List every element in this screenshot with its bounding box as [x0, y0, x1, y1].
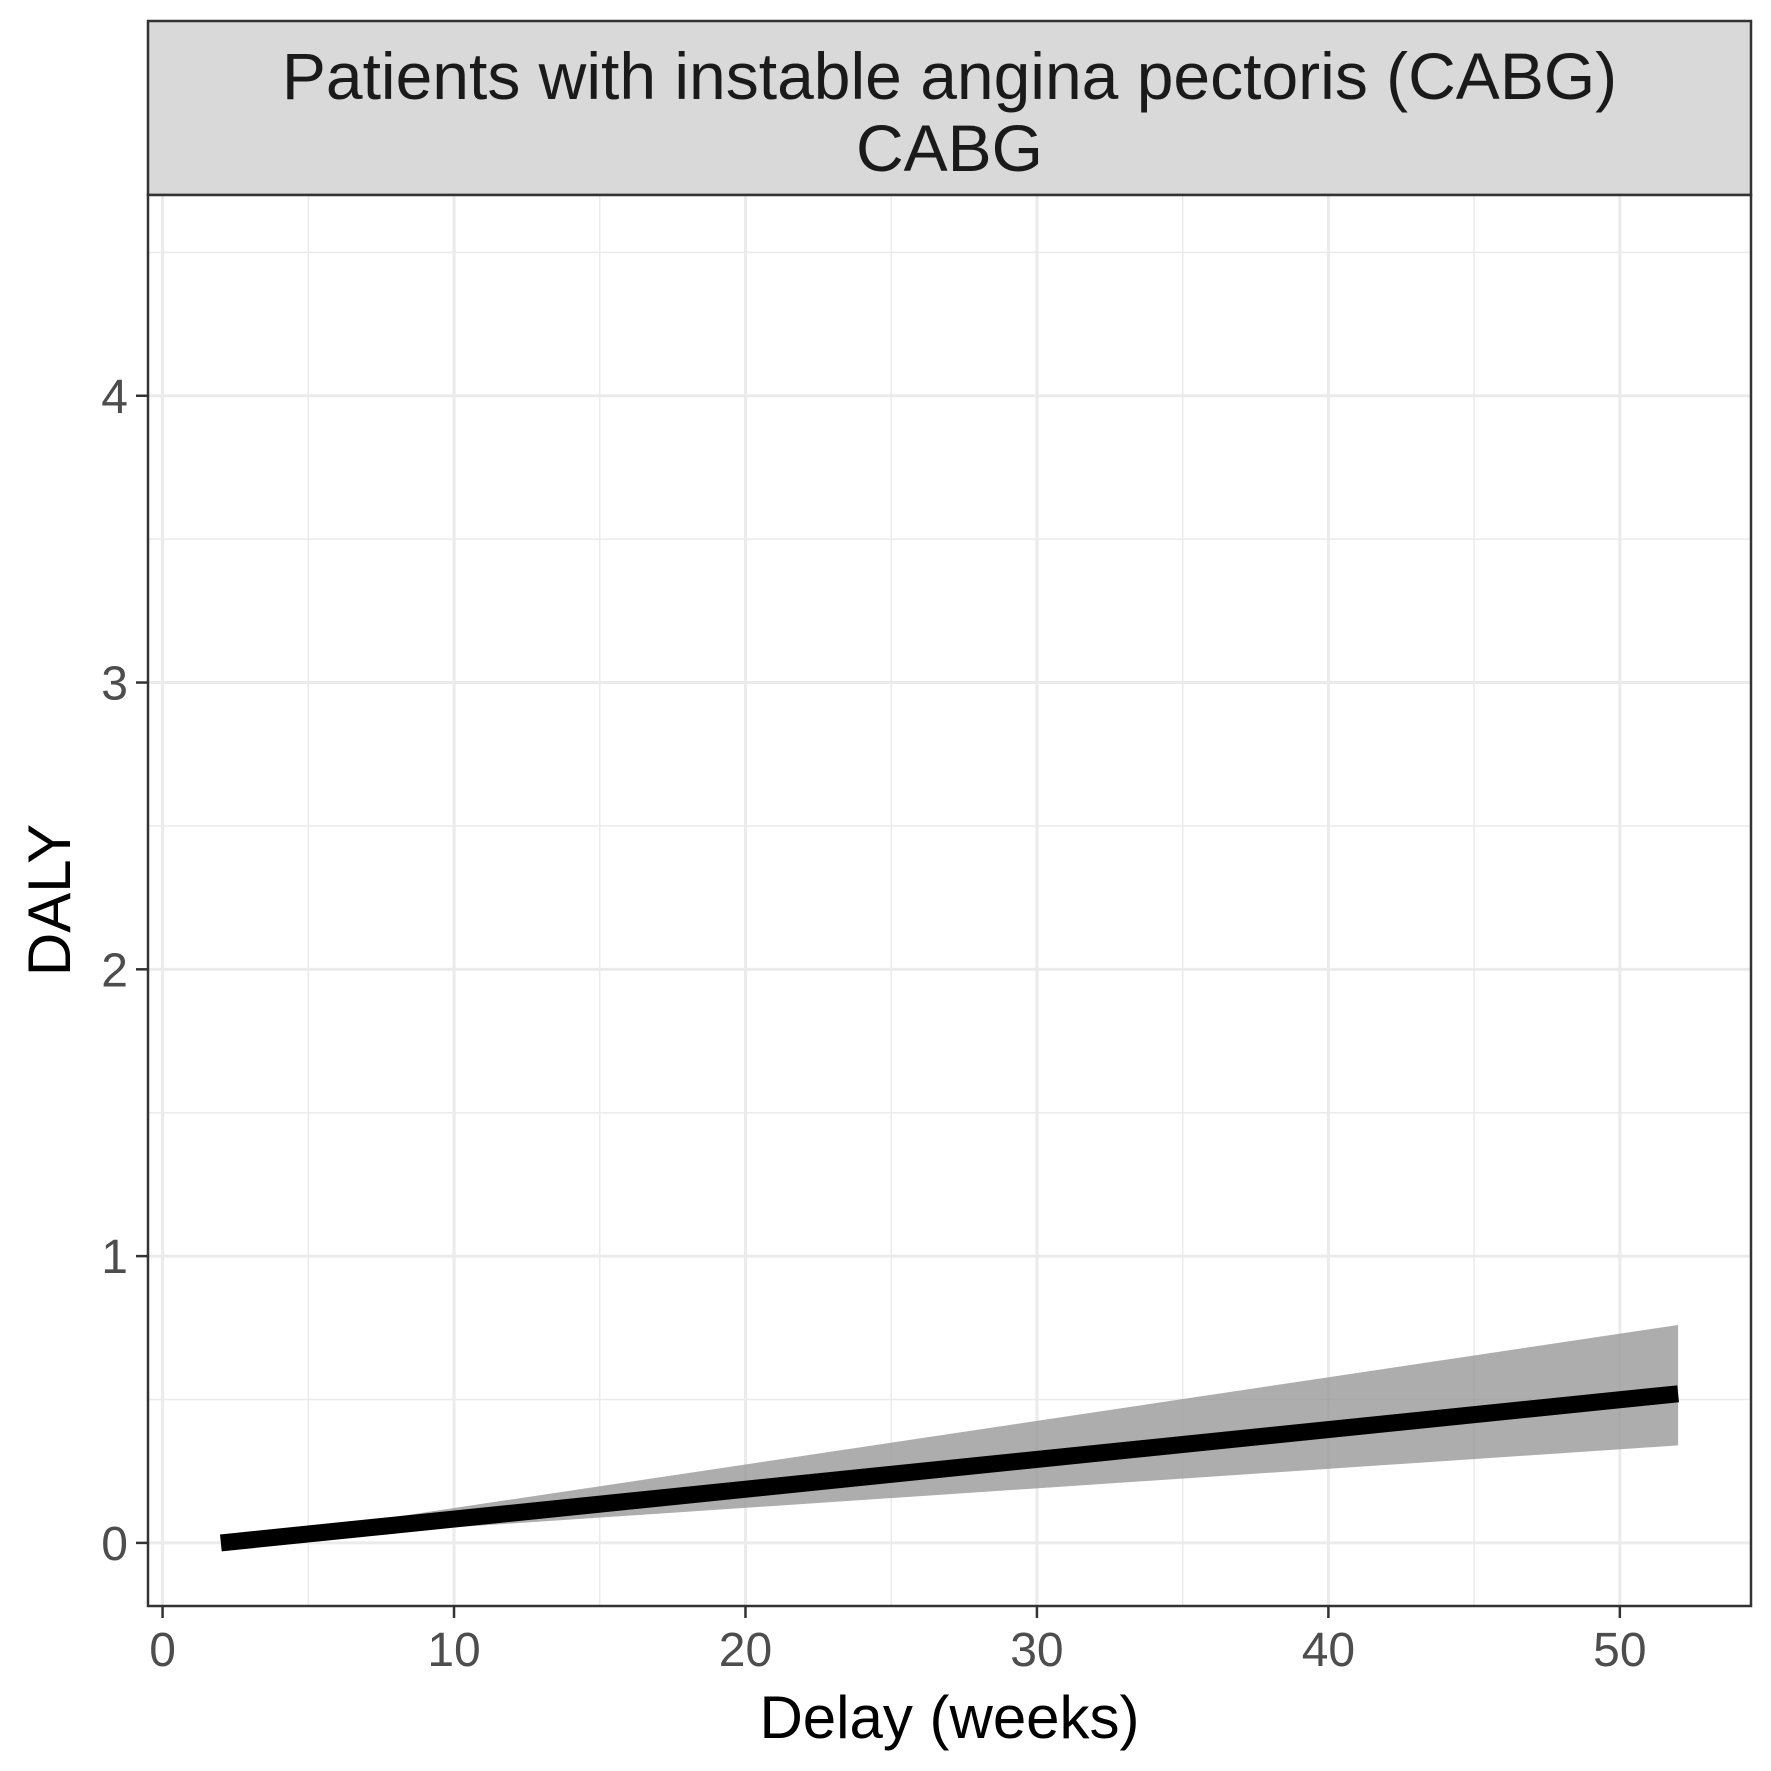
x-axis-title: Delay (weeks): [759, 1684, 1139, 1751]
confidence-ribbon: [220, 1324, 1679, 1543]
y-tick-label: 4: [101, 371, 128, 424]
facet-subtitle: CABG: [856, 111, 1043, 185]
y-tick-label: 2: [101, 944, 128, 997]
facet-strip-background: [146, 19, 1753, 197]
y-axis-title: DALY: [16, 824, 83, 976]
series-line: [219, 1385, 1680, 1552]
x-tick-label: 10: [427, 1624, 480, 1677]
y-tick-label: 1: [101, 1231, 128, 1284]
y-tick-label: 0: [101, 1518, 128, 1571]
data-marks: [219, 1324, 1680, 1552]
x-tick-label: 50: [1593, 1624, 1646, 1677]
facet-title: Patients with instable angina pectoris (…: [282, 39, 1617, 113]
y-axis: 0 1 2 3 4: [101, 371, 148, 1571]
x-tick-label: 0: [149, 1624, 176, 1677]
x-axis: 0 10 20 30 40 50: [149, 1606, 1647, 1677]
x-tick-label: 30: [1010, 1624, 1063, 1677]
y-tick-label: 3: [101, 658, 128, 711]
x-tick-label: 20: [719, 1624, 772, 1677]
facet-strip: Patients with instable angina pectoris (…: [146, 19, 1753, 197]
x-tick-label: 40: [1302, 1624, 1355, 1677]
panel-border: [146, 193, 1753, 1608]
